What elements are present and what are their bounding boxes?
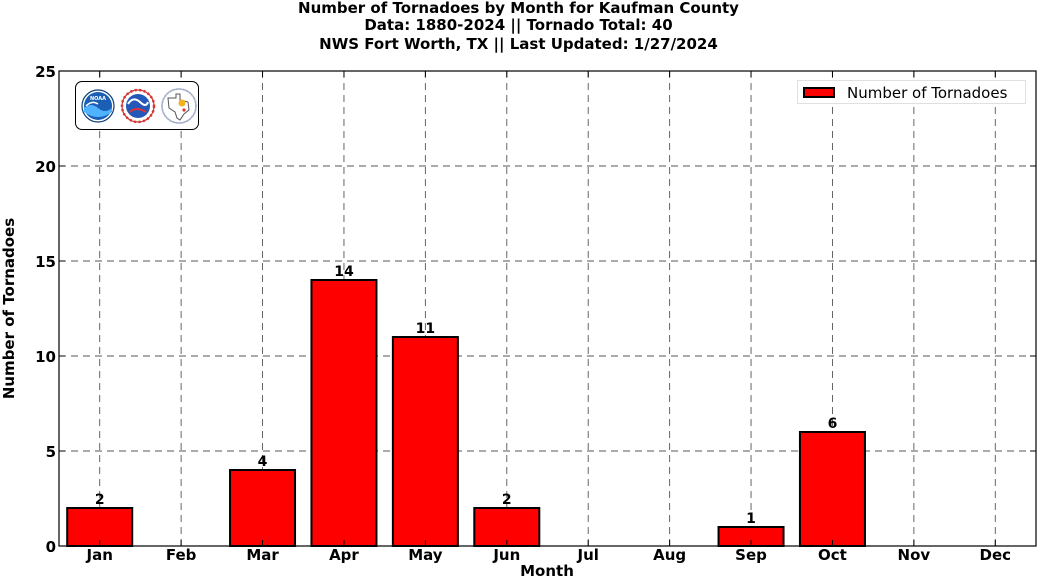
x-tick-label: Apr: [329, 546, 359, 564]
plot-area: [59, 71, 1036, 546]
x-tick-label: Dec: [980, 546, 1012, 564]
y-tick-label: 15: [35, 253, 56, 271]
data-label: 1: [746, 511, 756, 527]
y-axis-label: Number of Tornadoes: [0, 218, 18, 399]
y-tick-label: 20: [35, 158, 56, 176]
y-tick-label: 25: [35, 63, 56, 81]
chart-title-line-1: Number of Tornadoes by Month for Kaufman…: [298, 0, 739, 17]
data-label: 2: [502, 492, 512, 508]
bar-jun: [473, 507, 541, 547]
national-weather-service-logo: [120, 88, 156, 124]
data-label: 4: [258, 454, 268, 470]
x-tick-label: Mar: [246, 546, 279, 564]
x-tick-label: Jan: [86, 546, 113, 564]
noaa-logo: NOAA: [81, 89, 115, 123]
y-tick-label: 0: [46, 538, 56, 556]
bar-may: [391, 336, 459, 547]
x-tick-label: Sep: [735, 546, 767, 564]
texas-logo: [161, 88, 197, 124]
x-tick-label: Jul: [577, 546, 599, 564]
x-tick-label: Nov: [898, 546, 931, 564]
bar-mar: [229, 469, 297, 547]
x-tick-label: May: [408, 546, 443, 564]
y-tick-label: 10: [35, 348, 56, 366]
chart-title-line-3: NWS Fort Worth, TX || Last Updated: 1/27…: [319, 35, 718, 53]
plot-frame: [58, 70, 1037, 547]
data-label: 11: [416, 321, 435, 337]
svg-text:NOAA: NOAA: [90, 96, 106, 102]
x-tick-label: Aug: [653, 546, 686, 564]
x-axis-label: Month: [520, 562, 574, 580]
data-label: 2: [95, 492, 105, 508]
data-label: 14: [334, 264, 354, 280]
x-tick-label: Oct: [818, 546, 847, 564]
y-tick-label: 5: [46, 443, 56, 461]
legend-swatch: [803, 87, 835, 98]
data-label: 6: [828, 416, 838, 432]
legend-label: Number of Tornadoes: [847, 84, 1008, 102]
legend: Number of Tornadoes: [797, 80, 1026, 104]
x-tick-label: Jun: [492, 546, 520, 564]
agency-logos: NOAA: [75, 81, 199, 130]
bar-oct: [798, 431, 866, 547]
x-tick-label: Feb: [166, 546, 197, 564]
bar-apr: [310, 279, 378, 547]
chart-title-line-2: Data: 1880-2024 || Tornado Total: 40: [364, 16, 673, 34]
